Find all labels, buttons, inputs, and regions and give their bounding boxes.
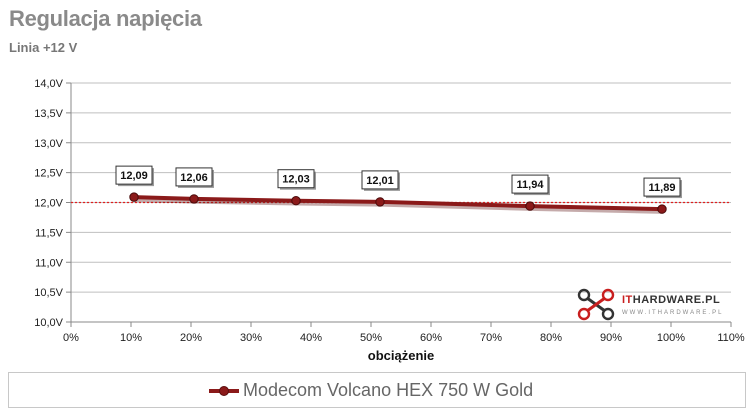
legend-label: Modecom Volcano HEX 750 W Gold — [243, 380, 534, 400]
watermark-brand: ITHARDWARE.PL — [622, 294, 721, 306]
data-point — [189, 194, 199, 204]
gridlines — [71, 82, 731, 293]
x-tick-label: 70% — [480, 332, 502, 344]
x-tick-label: 0% — [63, 332, 79, 344]
x-tick-label: 50% — [360, 332, 382, 344]
data-label-box — [115, 165, 153, 185]
data-point — [291, 196, 301, 206]
data-label: 12,01 — [366, 175, 394, 187]
x-tick-label: 20% — [180, 332, 202, 344]
x-axis-label: obciążenie — [368, 348, 434, 363]
x-tick-label: 30% — [240, 332, 262, 344]
y-tick-label: 13,0V — [34, 138, 63, 150]
data-label-box — [511, 174, 549, 194]
x-tick-label: 10% — [120, 332, 142, 344]
y-tick-label: 13,5V — [34, 108, 63, 120]
data-point — [525, 201, 535, 211]
data-label: 12,09 — [120, 170, 148, 182]
y-tick-label: 12,0V — [34, 198, 63, 210]
series-layer — [129, 192, 667, 214]
y-tick-label: 11,5V — [35, 227, 64, 239]
data-label-box — [643, 177, 681, 197]
y-tick-label: 14,0V — [34, 78, 63, 90]
data-point — [657, 204, 667, 214]
data-point — [375, 197, 385, 207]
data-label-box — [175, 167, 213, 187]
y-tick-label: 10,0V — [34, 317, 63, 329]
x-tick-label: 80% — [540, 332, 562, 344]
x-tick-label: 110% — [717, 332, 745, 344]
x-tick-label: 90% — [600, 332, 622, 344]
legend-swatch-icon — [209, 385, 239, 396]
data-label-box — [277, 169, 315, 189]
chart-title: Regulacja napięcia — [9, 6, 202, 31]
data-label: 12,03 — [282, 174, 310, 186]
x-axis-ticks: 0% 10% 20% 30% 40% 50% 60% 70% 80% 90% 100% 110% — [63, 322, 745, 344]
data-point — [129, 192, 139, 202]
watermark-logo: ITHARDWARE.PL WWW.ITHARDWARE.PL — [574, 287, 724, 321]
y-tick-label: 10,5V — [34, 287, 63, 299]
data-label: 11,94 — [517, 179, 545, 191]
data-labels: 12,09 12,06 12,03 12,01 11,94 11,89 — [115, 165, 682, 199]
chart-subtitle: Linia +12 V — [9, 40, 78, 55]
data-label: 11,89 — [649, 182, 676, 194]
x-tick-label: 40% — [300, 332, 322, 344]
data-label: 12,06 — [180, 172, 208, 184]
y-axis-ticks: 10,0V 10,5V 11,0V 11,5V 12,0V 12,5V 13,0V 13,5V… — [34, 78, 71, 329]
crossed-tools-logo-icon — [577, 288, 615, 321]
axes — [70, 83, 731, 323]
x-tick-label: 100% — [657, 332, 685, 344]
x-tick-label: 60% — [420, 332, 442, 344]
watermark-tagline: WWW.ITHARDWARE.PL — [622, 310, 724, 316]
y-tick-label: 12,5V — [34, 168, 63, 180]
series-line — [133, 195, 663, 212]
data-label-box — [361, 170, 399, 190]
y-tick-label: 11,0V — [35, 257, 64, 269]
voltage-chart: 10,0V 10,5V 11,0V 11,5V 12,0V 12,5V 13,0V 13,5V… — [34, 78, 745, 363]
legend: Modecom Volcano HEX 750 W Gold — [8, 372, 746, 408]
